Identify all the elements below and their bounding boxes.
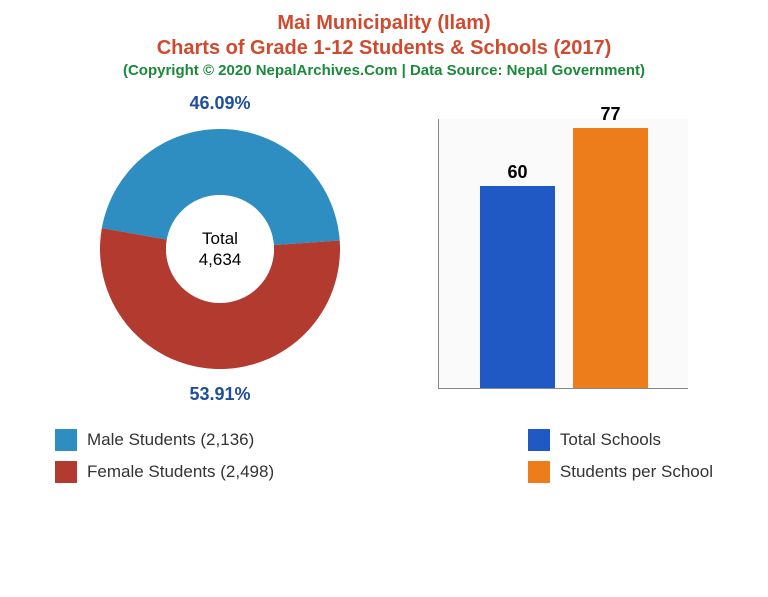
donut-center: Total 4,634 [199,228,242,271]
legend-swatch [55,461,77,483]
chart-container: Mai Municipality (Ilam) Charts of Grade … [0,0,768,597]
title-line1: Mai Municipality (Ilam) [20,12,748,35]
legend-text: Total Schools [560,430,661,450]
title-line2: Charts of Grade 1-12 Students & Schools … [20,37,748,60]
legend-item: Students per School [528,461,713,483]
legend-swatch [55,429,77,451]
donut-pct-male: 46.09% [189,93,250,114]
legend-swatch [528,461,550,483]
donut-total-value: 4,634 [199,249,242,270]
legend-item: Male Students (2,136) [55,429,274,451]
bar-value-label: 77 [573,104,648,125]
bar-chart: 6077 [418,119,718,389]
donut-pct-female: 53.91% [189,384,250,405]
legend-right: Total Schools Students per School [528,429,713,483]
legend-text: Students per School [560,462,713,482]
donut-total-label: Total [199,228,242,249]
charts-row: 46.09% Total 4,634 53.91% 6077 [20,119,748,389]
bar-plot-area: 6077 [438,119,688,389]
donut-chart: 46.09% Total 4,634 53.91% [50,119,390,389]
legend-left: Male Students (2,136) Female Students (2,… [55,429,274,483]
bar: 77 [573,128,648,388]
legend-swatch [528,429,550,451]
bar-value-label: 60 [480,162,555,183]
legend-row: Male Students (2,136) Female Students (2,… [20,429,748,483]
donut-wrap: 46.09% Total 4,634 53.91% [90,119,350,379]
bar: 60 [480,186,555,389]
legend-item: Total Schools [528,429,713,451]
legend-item: Female Students (2,498) [55,461,274,483]
copyright-line: (Copyright © 2020 NepalArchives.Com | Da… [20,62,748,79]
legend-text: Male Students (2,136) [87,430,254,450]
legend-text: Female Students (2,498) [87,462,274,482]
